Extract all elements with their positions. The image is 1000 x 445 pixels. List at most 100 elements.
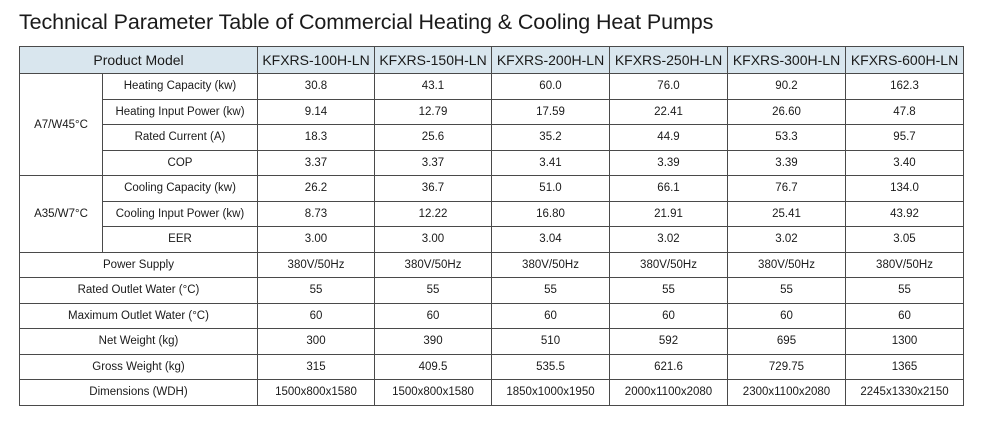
value-cell: 76.0 [609, 73, 728, 100]
value-cell: 44.9 [609, 124, 728, 151]
value-cell: 380V/50Hz [845, 251, 964, 278]
value-cell: 76.7 [727, 175, 846, 202]
parameter-label: Heating Input Power (kw) [102, 98, 258, 125]
value-cell: 3.05 [845, 226, 964, 253]
value-cell: 3.41 [491, 149, 610, 176]
table-row: Cooling Input Power (kw) 8.73 12.22 16.80 21… [20, 200, 964, 227]
value-cell: 380V/50Hz [727, 251, 846, 278]
parameter-label: Rated Outlet Water (°C) [19, 277, 258, 304]
condition-group-label: A7/W45°C [19, 73, 103, 176]
value-cell: 3.39 [727, 149, 846, 176]
value-cell: 55 [374, 277, 492, 304]
value-cell: 55 [727, 277, 846, 304]
table-row: Rated Outlet Water (°C) 55 55 55 55 55 55 [19, 277, 964, 304]
value-cell: 621.6 [609, 353, 728, 380]
table-row: Gross Weight (kg) 315 409.5 535.5 621.6 729.7… [19, 353, 964, 380]
model-header: KFXRS-300H-LN [727, 46, 846, 74]
value-cell: 3.40 [845, 149, 964, 176]
value-cell: 55 [257, 277, 375, 304]
value-cell: 66.1 [609, 175, 728, 202]
value-cell: 22.41 [609, 98, 728, 125]
value-cell: 43.92 [845, 200, 964, 227]
table-row: COP 3.37 3.37 3.41 3.39 3.39 3.40 [20, 149, 964, 176]
value-cell: 390 [374, 328, 492, 355]
page-title: Technical Parameter Table of Commercial … [19, 10, 714, 34]
product-model-header: Product Model [19, 46, 258, 74]
value-cell: 43.1 [374, 73, 492, 100]
value-cell: 380V/50Hz [257, 251, 375, 278]
value-cell: 510 [491, 328, 610, 355]
table-row: Dimensions (WDH) 1500x800x1580 1500x800x15… [19, 379, 964, 406]
value-cell: 380V/50Hz [491, 251, 610, 278]
value-cell: 90.2 [727, 73, 846, 100]
value-cell: 380V/50Hz [609, 251, 728, 278]
value-cell: 16.80 [491, 200, 610, 227]
value-cell: 21.91 [609, 200, 728, 227]
value-cell: 535.5 [491, 353, 610, 380]
value-cell: 8.73 [257, 200, 375, 227]
value-cell: 95.7 [845, 124, 964, 151]
value-cell: 30.8 [257, 73, 375, 100]
value-cell: 25.41 [727, 200, 846, 227]
value-cell: 409.5 [374, 353, 492, 380]
value-cell: 134.0 [845, 175, 964, 202]
value-cell: 380V/50Hz [374, 251, 492, 278]
parameter-label: Rated Current (A) [102, 124, 258, 151]
parameter-label: Cooling Capacity (kw) [102, 175, 258, 202]
value-cell: 1500x800x1580 [257, 379, 375, 406]
model-header: KFXRS-600H-LN [845, 46, 964, 74]
value-cell: 55 [609, 277, 728, 304]
value-cell: 3.04 [491, 226, 610, 253]
value-cell: 25.6 [374, 124, 492, 151]
value-cell: 60 [845, 302, 964, 329]
value-cell: 2245x1330x2150 [845, 379, 964, 406]
value-cell: 60 [491, 302, 610, 329]
value-cell: 592 [609, 328, 728, 355]
value-cell: 36.7 [374, 175, 492, 202]
value-cell: 55 [845, 277, 964, 304]
value-cell: 1500x800x1580 [374, 379, 492, 406]
value-cell: 3.37 [374, 149, 492, 176]
parameter-label: Maximum Outlet Water (°C) [19, 302, 258, 329]
value-cell: 695 [727, 328, 846, 355]
model-header: KFXRS-250H-LN [609, 46, 728, 74]
spec-table: Product Model KFXRS-100H-LN KFXRS-150H-L… [19, 46, 964, 406]
value-cell: 3.39 [609, 149, 728, 176]
table-row: Rated Current (A) 18.3 25.6 35.2 44.9 53.3 95.… [20, 124, 964, 151]
value-cell: 55 [491, 277, 610, 304]
parameter-label: COP [102, 149, 258, 176]
value-cell: 729.75 [727, 353, 846, 380]
value-cell: 60 [609, 302, 728, 329]
value-cell: 315 [257, 353, 375, 380]
value-cell: 35.2 [491, 124, 610, 151]
value-cell: 26.2 [257, 175, 375, 202]
model-header: KFXRS-150H-LN [374, 46, 492, 74]
value-cell: 1300 [845, 328, 964, 355]
value-cell: 1850x1000x1950 [491, 379, 610, 406]
value-cell: 1365 [845, 353, 964, 380]
value-cell: 60 [257, 302, 375, 329]
value-cell: 162.3 [845, 73, 964, 100]
model-header: KFXRS-100H-LN [257, 46, 375, 74]
parameter-label: Dimensions (WDH) [19, 379, 258, 406]
value-cell: 60 [374, 302, 492, 329]
value-cell: 17.59 [491, 98, 610, 125]
model-header: KFXRS-200H-LN [491, 46, 610, 74]
value-cell: 3.37 [257, 149, 375, 176]
table-row: Heating Input Power (kw) 9.14 12.79 17.59 22… [20, 98, 964, 125]
table-row: Maximum Outlet Water (°C) 60 60 60 60 60 60 [19, 302, 964, 329]
value-cell: 60 [727, 302, 846, 329]
value-cell: 2000x1100x2080 [609, 379, 728, 406]
parameter-label: Power Supply [19, 251, 258, 278]
parameter-label: Gross Weight (kg) [19, 353, 258, 380]
value-cell: 26.60 [727, 98, 846, 125]
table-row: A35/W7°C Cooling Capacity (kw) 26.2 36.7 51.… [19, 175, 964, 253]
value-cell: 47.8 [845, 98, 964, 125]
value-cell: 9.14 [257, 98, 375, 125]
value-cell: 3.02 [727, 226, 846, 253]
value-cell: 3.00 [257, 226, 375, 253]
value-cell: 3.00 [374, 226, 492, 253]
value-cell: 51.0 [491, 175, 610, 202]
value-cell: 300 [257, 328, 375, 355]
value-cell: 2300x1100x2080 [727, 379, 846, 406]
